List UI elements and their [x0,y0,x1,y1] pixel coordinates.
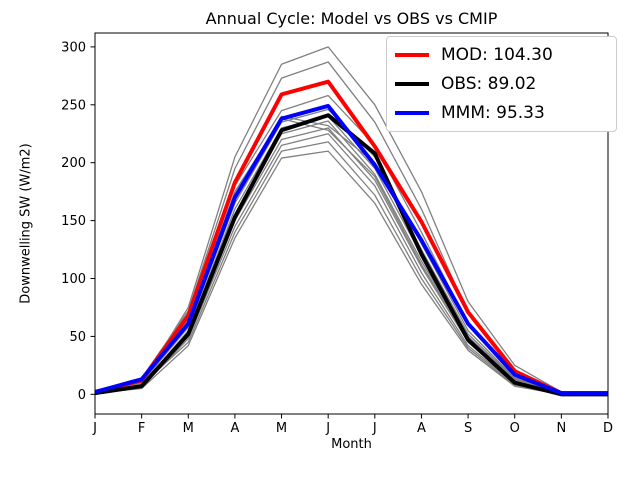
legend: MOD: 104.30 OBS: 89.02 MMM: 95.33 [386,36,617,132]
legend-label-mmm: MMM: 95.33 [441,102,545,123]
series-MOD [94,79,608,396]
y-axis-label: Downwelling SW (W/m2) [18,143,34,304]
x-tick-label: A [417,421,426,436]
x-tick-label: J [92,421,97,436]
series-cmip-model-10 [94,150,608,395]
series-cmip-model-09 [94,141,609,395]
legend-entry-mmm: MMM: 95.33 [395,103,608,123]
axes-spines [94,32,609,415]
x-tick-label: J [372,421,377,436]
series-cmip-model-01 [94,46,609,394]
x-tick-label: A [230,421,239,436]
x-tick-label: M [183,421,194,436]
x-tick-label: M [276,421,287,436]
x-tick-label: S [464,421,472,436]
series-OBS [94,113,608,397]
y-tick-label: 50 [69,330,86,345]
y-tick-label: 300 [61,40,86,55]
x-tick-label: F [138,421,145,436]
x-tick-label: J [325,421,330,436]
obs-line-swatch [395,81,429,86]
legend-entry-mod: MOD: 104.30 [395,45,608,65]
legend-entry-obs: OBS: 89.02 [395,74,608,94]
y-tick-label: 150 [61,214,86,229]
legend-label-mod: MOD: 104.30 [441,45,553,66]
legend-label-obs: OBS: 89.02 [441,73,537,94]
x-axis-label: Month [331,437,372,452]
y-tick-label: 0 [78,388,86,403]
x-tick-label: O [510,421,520,436]
y-tick-label: 200 [61,156,86,171]
series-cmip-model-05 [94,115,609,395]
mod-line-swatch [395,53,429,58]
x-tick-label: D [603,421,613,436]
y-tick-label: 250 [61,98,86,113]
series-MMM [94,103,608,396]
chart-title: Annual Cycle: Model vs OBS vs CMIP [205,9,498,28]
y-tick-label: 100 [61,272,86,287]
x-tick-label: N [556,421,566,436]
mmm-line-swatch [395,110,429,115]
